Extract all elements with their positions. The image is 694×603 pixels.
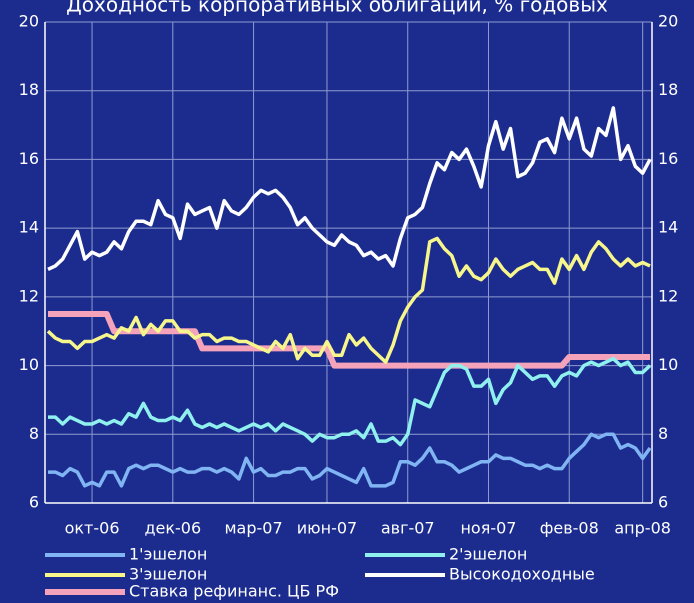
- y-tick-label: 18: [19, 80, 39, 99]
- series-line: [48, 356, 652, 447]
- chart-title: Доходность корпоративных облигаций, % го…: [66, 0, 608, 17]
- y-tick-label: 10: [19, 355, 39, 374]
- y-tick-label: 16: [19, 149, 39, 168]
- y-tick-label: 14: [19, 218, 39, 237]
- x-tick-label: фев-08: [540, 519, 599, 538]
- y-tick-label: 12: [19, 286, 39, 305]
- legend-label: Высокодоходные: [449, 565, 595, 584]
- y2-tick-label: 20: [658, 12, 678, 31]
- legend-label: 2'эшелон: [449, 545, 527, 564]
- legend-label: 3'эшелон: [129, 565, 207, 584]
- x-tick-label: мар-07: [224, 519, 282, 538]
- y2-tick-label: 18: [658, 80, 678, 99]
- legend-label: 1'эшелон: [129, 545, 207, 564]
- y2-tick-label: 8: [658, 424, 668, 443]
- y-tick-label: 8: [29, 424, 39, 443]
- y2-tick-label: 10: [658, 355, 678, 374]
- legend-label: Ставка рефинанс. ЦБ РФ: [129, 582, 339, 601]
- y-tick-label: 20: [19, 12, 39, 31]
- y2-tick-label: 14: [658, 218, 678, 237]
- series-line: [48, 311, 650, 369]
- series-line: [46, 236, 651, 364]
- y2-tick-label: 6: [658, 493, 668, 512]
- series-line: [48, 432, 652, 488]
- x-tick-label: апр-08: [614, 519, 671, 538]
- x-tick-label: ноя-07: [460, 519, 516, 538]
- x-tick-label: окт-06: [65, 519, 120, 538]
- x-tick-label: дек-06: [144, 519, 201, 538]
- y-tick-label: 6: [29, 493, 39, 512]
- y2-tick-label: 16: [658, 149, 678, 168]
- series-line: [47, 106, 652, 271]
- y2-tick-label: 12: [658, 286, 678, 305]
- x-tick-label: авг-07: [381, 519, 435, 538]
- x-tick-label: июн-07: [297, 519, 357, 538]
